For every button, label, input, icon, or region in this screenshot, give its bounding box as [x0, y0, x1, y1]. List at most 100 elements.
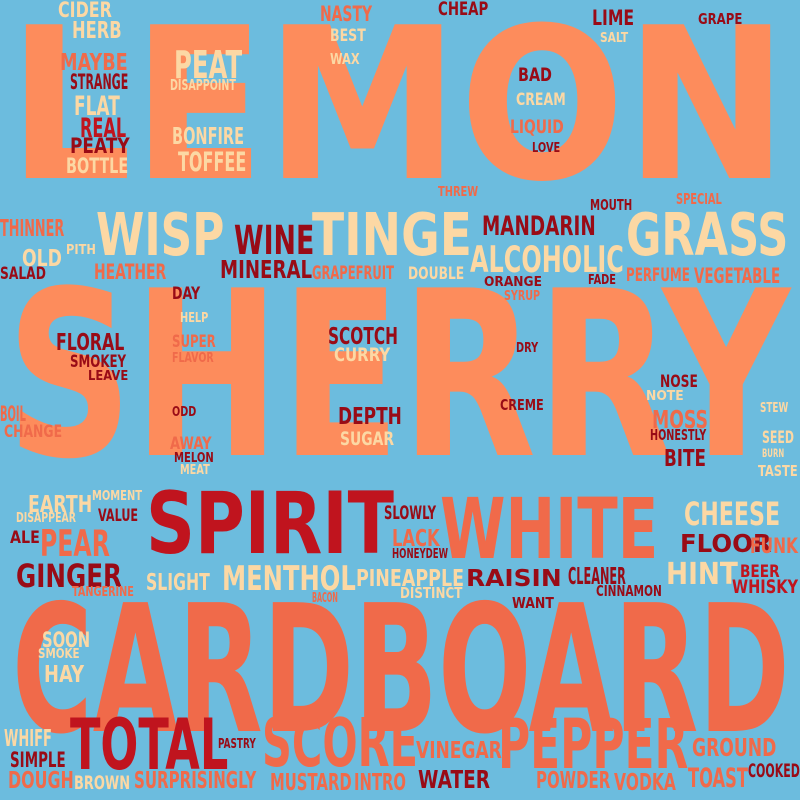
word-toast: TOAST	[688, 763, 748, 794]
word-threw: THREW	[438, 185, 479, 200]
word-fade: FADE	[588, 273, 616, 288]
word-help: HELP	[180, 311, 209, 326]
word-whisky: WHISKY	[732, 576, 799, 598]
word-herb: HERB	[72, 18, 122, 44]
word-grapefruit: GRAPEFRUIT	[312, 262, 394, 284]
word-mouth: MOUTH	[590, 196, 633, 214]
word-depth: DEPTH	[338, 404, 402, 430]
word-cheese: CHEESE	[684, 495, 781, 533]
word-tangerine: TANGERINE	[72, 585, 134, 600]
word-old: OLD	[22, 246, 62, 272]
word-earth: EARTH	[28, 492, 93, 518]
word-meat: MEAT	[180, 463, 210, 478]
word-pepper: PEPPER	[498, 706, 689, 785]
word-bite: BITE	[664, 446, 706, 472]
word-water: WATER	[418, 765, 491, 794]
word-smoke: SMOKE	[38, 647, 80, 662]
word-ground: GROUND	[692, 733, 777, 762]
word-super: SUPER	[172, 332, 216, 352]
word-lemon: LEMON	[8, 0, 789, 228]
word-day: DAY	[172, 284, 201, 304]
word-value: VALUE	[98, 506, 139, 526]
word-beer: BEER	[740, 562, 780, 582]
word-lime: LIME	[592, 6, 635, 30]
word-love: LOVE	[532, 141, 561, 156]
word-white: WHITE	[440, 480, 659, 578]
word-mandarin: MANDARIN	[482, 211, 596, 242]
word-cider: CIDER	[58, 0, 112, 22]
word-nose: NOSE	[660, 372, 698, 392]
word-flat: FLAT	[74, 91, 120, 122]
word-wax: WAX	[330, 50, 360, 68]
word-cheap: CHEAP	[438, 0, 489, 20]
word-syrup: SYRUP	[504, 289, 540, 304]
word-hint: HINT	[666, 557, 738, 592]
word-moss: MOSS	[652, 405, 709, 434]
word-cardboard: CARDBOARD	[12, 567, 790, 773]
word-ale: ALE	[10, 528, 40, 548]
word-vegetable: VEGETABLE	[694, 264, 781, 288]
word-sherry: SHERRY	[6, 243, 790, 510]
word-ginger: GINGER	[16, 557, 122, 595]
word-bonfire: BONFIRE	[172, 124, 245, 150]
word-stew: STEW	[760, 401, 789, 416]
word-pear: PEAR	[40, 523, 110, 565]
word-away: AWAY	[170, 434, 212, 454]
word-raisin: RAISIN	[466, 566, 562, 592]
word-distinct: DISTINCT	[400, 584, 463, 602]
word-double: DOUBLE	[408, 264, 465, 284]
word-total: TOTAL	[70, 704, 229, 786]
word-best: BEST	[330, 26, 366, 46]
word-honestly: HONESTLY	[650, 426, 707, 444]
word-disappoint: DISAPPOINT	[170, 76, 236, 94]
word-score: SCORE	[262, 704, 418, 782]
word-simple: SIMPLE	[10, 748, 66, 772]
word-vinegar: VINEGAR	[416, 738, 502, 764]
word-note: NOTE	[646, 389, 684, 404]
word-burn: BURN	[762, 446, 785, 460]
word-toffee: TOFFEE	[178, 147, 247, 178]
word-change: CHANGE	[4, 422, 63, 442]
word-orange: ORANGE	[484, 275, 542, 290]
word-mustard: MUSTARD	[270, 770, 352, 796]
word-smokey: SMOKEY	[70, 352, 127, 372]
word-honeydew: HONEYDEW	[392, 547, 449, 562]
word-dough: DOUGH	[8, 768, 74, 794]
word-alcoholic: ALCOHOLIC	[470, 239, 624, 281]
word-perfume: PERFUME	[626, 264, 690, 286]
word-powder: POWDER	[536, 768, 611, 794]
word-heather: HEATHER	[94, 260, 167, 284]
word-seed: SEED	[762, 428, 794, 448]
word-special: SPECIAL	[676, 190, 722, 208]
word-intro: INTRO	[354, 770, 407, 796]
word-soon: SOON	[42, 628, 91, 652]
word-real: REAL	[80, 113, 127, 144]
word-taste: TASTE	[758, 462, 798, 480]
word-tinge: TINGE	[312, 200, 472, 269]
word-wisp: WISP	[96, 200, 225, 269]
word-bacon: BACON	[312, 591, 338, 606]
word-cleaner: CLEANER	[568, 564, 626, 590]
word-curry: CURRY	[334, 344, 391, 366]
word-hay: HAY	[44, 662, 85, 688]
word-scotch: SCOTCH	[328, 324, 398, 350]
word-menthol: MENTHOL	[222, 559, 356, 599]
word-cooked: COOKED	[748, 760, 800, 782]
word-sugar: SUGAR	[340, 428, 395, 450]
word-grass: GRASS	[626, 200, 789, 269]
word-flavor: FLAVOR	[172, 351, 214, 366]
word-wine: WINE	[234, 218, 315, 264]
word-lack: LACK	[392, 526, 440, 552]
word-brown: BROWN	[74, 772, 131, 794]
word-cinnamon: CINNAMON	[596, 582, 662, 600]
word-thinner: THINNER	[0, 216, 65, 242]
word-boil: BOIL	[0, 402, 26, 426]
word-peaty: PEATY	[70, 134, 130, 158]
word-maybe: MAYBE	[60, 50, 128, 76]
word-floral: FLORAL	[56, 330, 125, 356]
word-dry: DRY	[516, 341, 539, 356]
word-salt: SALT	[600, 31, 629, 46]
word-liquid: LIQUID	[510, 116, 564, 138]
word-slight: SLIGHT	[146, 570, 210, 596]
